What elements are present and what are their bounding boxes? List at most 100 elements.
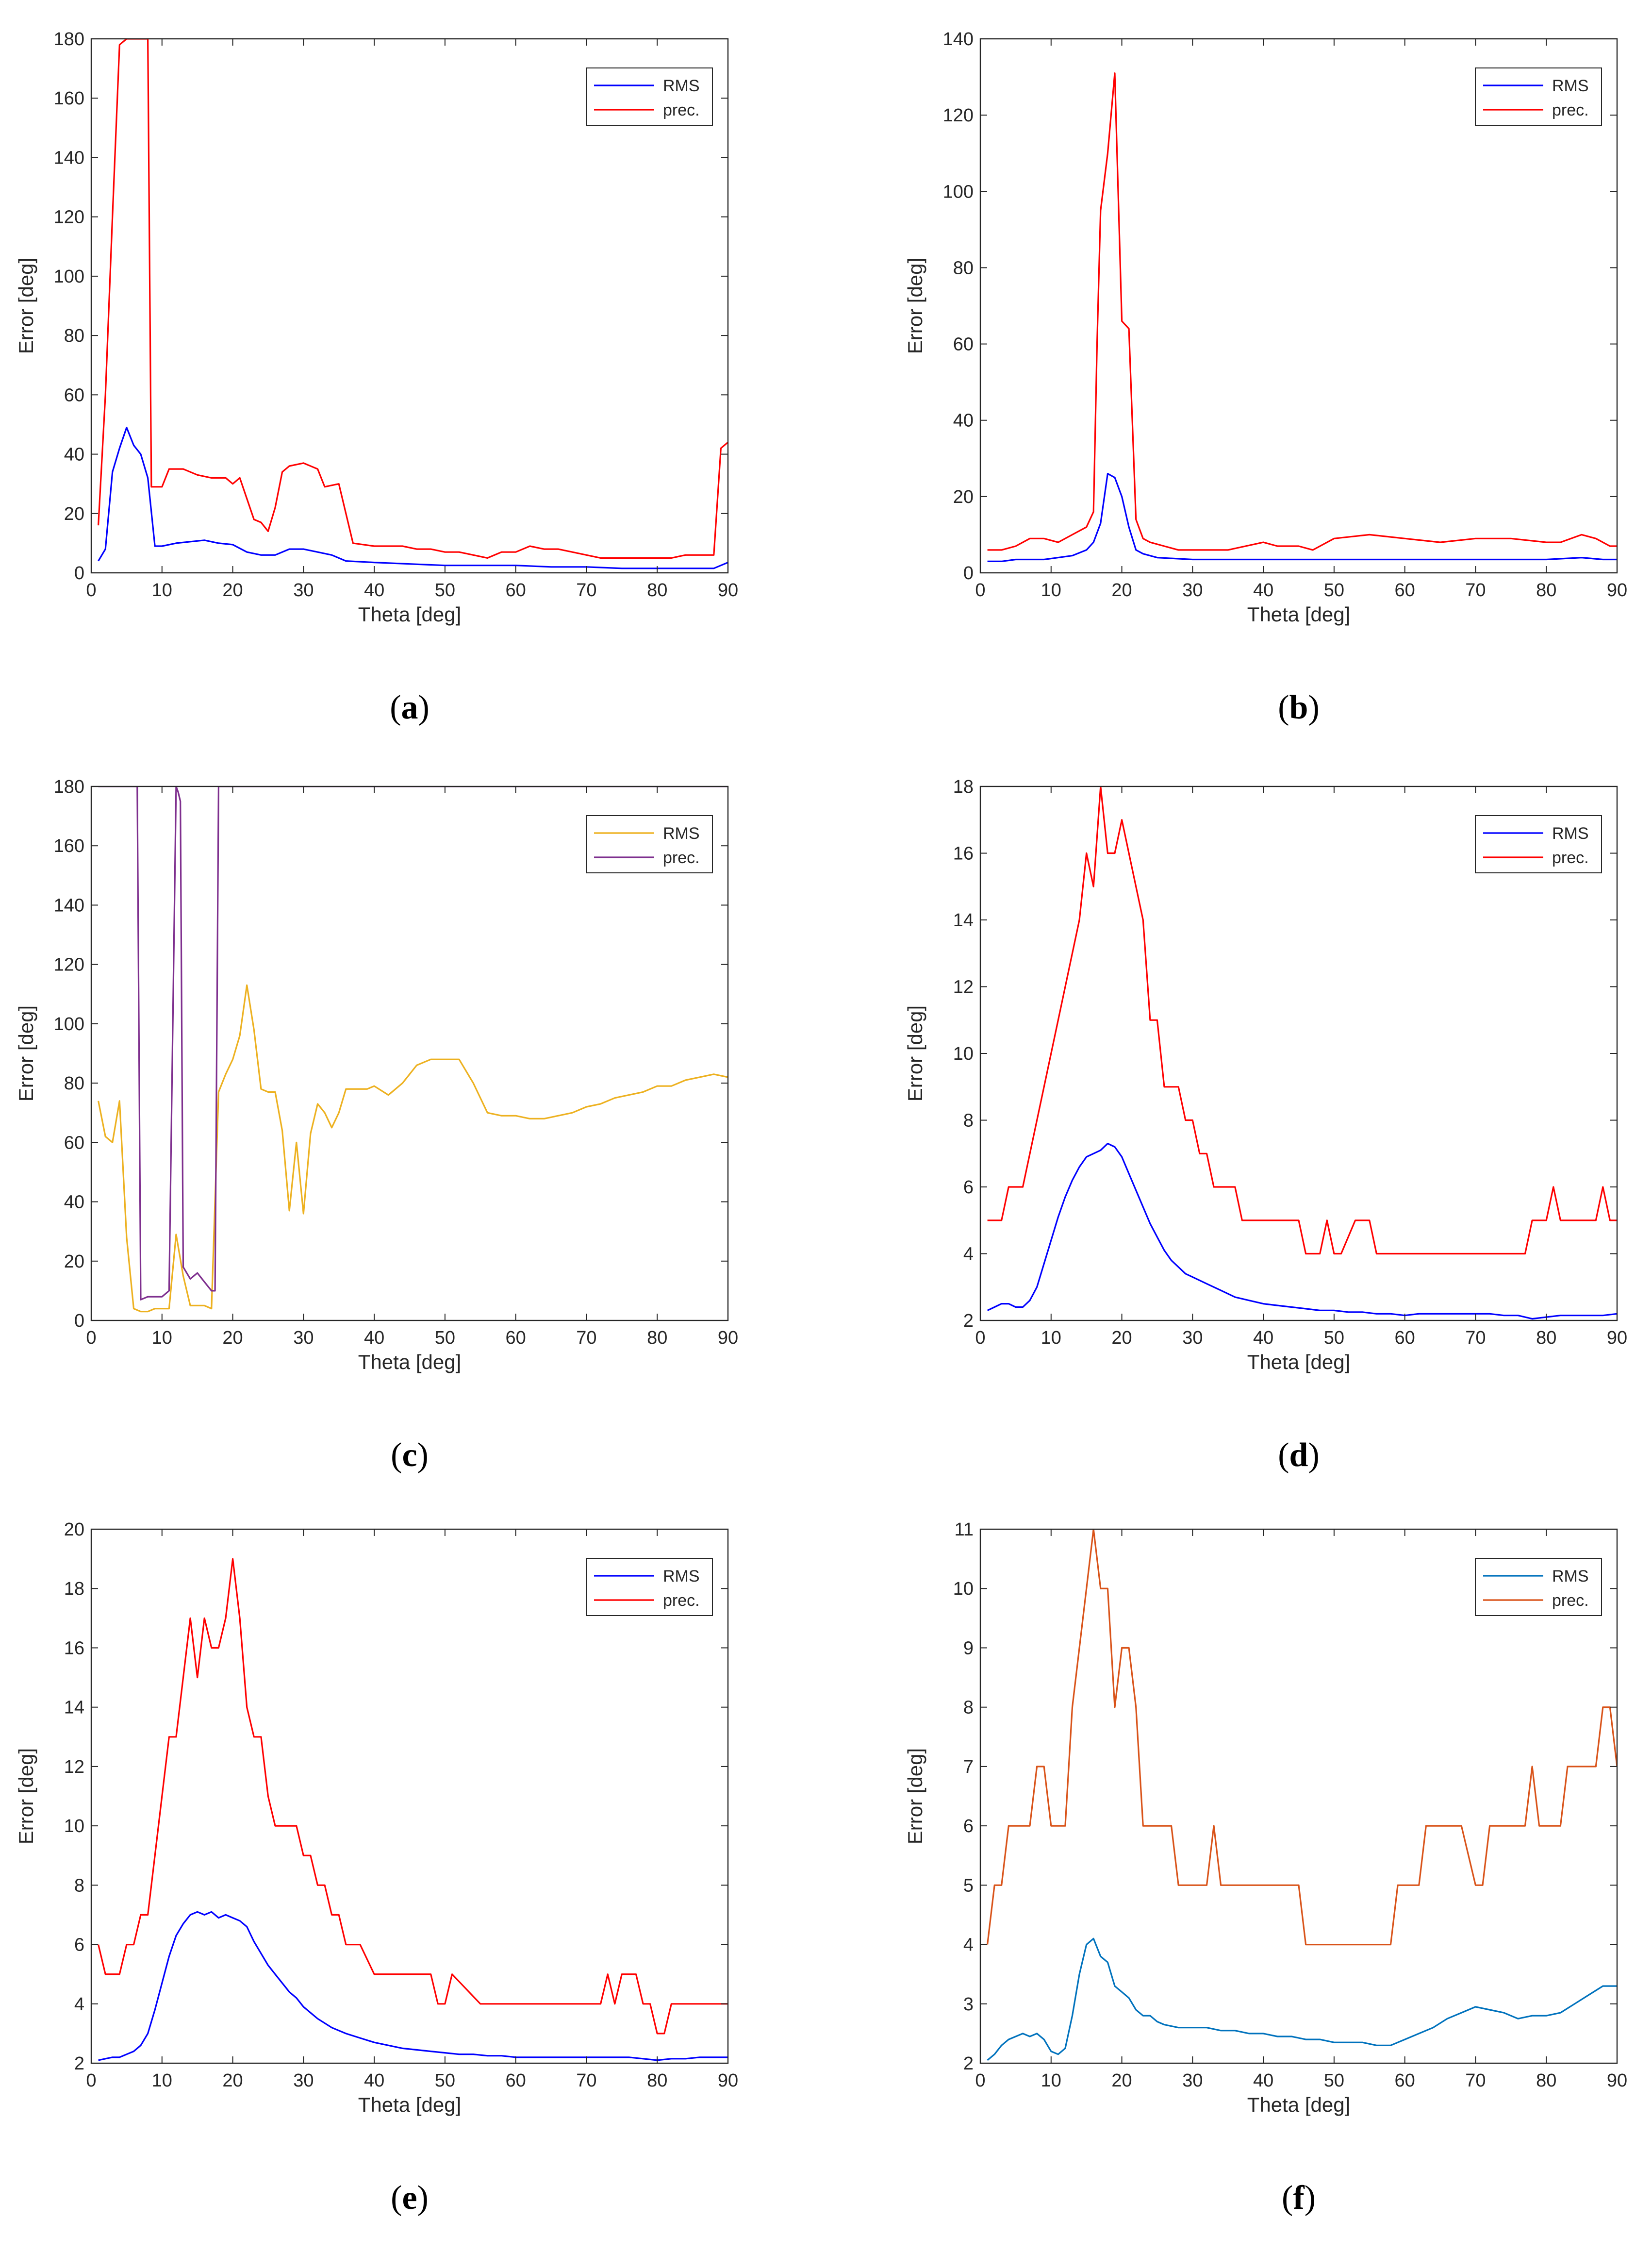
- x-tick-label: 90: [718, 580, 738, 601]
- x-tick-label: 50: [1324, 1328, 1344, 1348]
- y-tick-label: 6: [74, 1935, 84, 1955]
- legend: RMS prec.: [1475, 1558, 1602, 1616]
- x-tick-label: 70: [1465, 2070, 1486, 2091]
- series-line-prec: [98, 1558, 728, 2035]
- x-tick-label: 90: [1607, 1328, 1627, 1348]
- x-tick-label: 10: [1041, 580, 1061, 601]
- legend-entry: prec.: [663, 1591, 700, 1610]
- y-tick-label: 4: [963, 1244, 974, 1265]
- y-tick-label: 100: [943, 182, 974, 202]
- y-tick-label: 40: [64, 445, 84, 465]
- panel-caption: (f): [1282, 2179, 1316, 2217]
- y-tick-label: 20: [64, 1252, 84, 1272]
- y-tick-label: 100: [54, 1014, 84, 1035]
- y-tick-label: 18: [953, 777, 974, 797]
- y-axis-label: Error [deg]: [904, 1748, 926, 1844]
- series-line-rms: [98, 426, 728, 569]
- series-line-prec: [98, 786, 728, 1301]
- y-tick-label: 140: [54, 148, 84, 168]
- x-tick-label: 60: [1395, 580, 1415, 601]
- x-tick-label: 80: [1536, 2070, 1556, 2091]
- legend-entry: RMS: [663, 77, 700, 95]
- x-tick-label: 30: [293, 1328, 314, 1348]
- y-axis-label: Error [deg]: [904, 258, 926, 354]
- panel-caption: (d): [1278, 1436, 1320, 1474]
- legend: RMS prec.: [1475, 67, 1602, 126]
- y-tick-label: 16: [953, 844, 974, 864]
- x-tick-label: 20: [222, 580, 243, 601]
- x-tick-label: 60: [506, 2070, 526, 2091]
- x-tick-label: 0: [86, 1328, 96, 1348]
- x-tick-label: 30: [1182, 2070, 1203, 2091]
- x-tick-label: 70: [576, 580, 596, 601]
- y-axis-label: Error [deg]: [15, 1005, 37, 1101]
- y-tick-label: 0: [963, 563, 974, 584]
- chart-3: 0 10 20 30 40 50 60 70 80 90 0 20 40 60 80 100 120 140 160…: [15, 777, 738, 1474]
- y-tick-label: 12: [953, 977, 974, 998]
- y-tick-label: 8: [74, 1875, 84, 1896]
- legend-entry: RMS: [1552, 1567, 1589, 1585]
- x-tick-label: 10: [1041, 2070, 1061, 2091]
- x-tick-label: 60: [506, 1328, 526, 1348]
- chart-2: 0 10 20 30 40 50 60 70 80 90 0 20 40 60 80 100 120 140 The…: [904, 29, 1627, 726]
- x-tick-label: 20: [222, 1328, 243, 1348]
- series-line-prec: [987, 786, 1617, 1255]
- y-tick-label: 14: [64, 1698, 84, 1718]
- x-tick-label: 40: [1253, 580, 1273, 601]
- y-tick-label: 100: [54, 267, 84, 287]
- y-tick-label: 80: [64, 326, 84, 346]
- legend: RMS prec.: [1475, 815, 1602, 873]
- y-tick-label: 80: [953, 258, 974, 278]
- y-axis-label: Error [deg]: [15, 1748, 37, 1844]
- panel-caption: (b): [1278, 689, 1320, 726]
- y-tick-label: 0: [74, 563, 84, 584]
- y-tick-label: 120: [54, 955, 84, 975]
- y-tick-label: 10: [953, 1044, 974, 1064]
- x-tick-label: 20: [1111, 580, 1132, 601]
- x-tick-label: 70: [1465, 1328, 1486, 1348]
- y-tick-label: 60: [64, 385, 84, 405]
- plot-frame: [90, 38, 729, 574]
- x-tick-label: 30: [1182, 1328, 1203, 1348]
- y-tick-label: 60: [953, 334, 974, 355]
- chart-4: 0 10 20 30 40 50 60 70 80 90 2 4 6 8 10 12 14 16 18 Theta […: [904, 777, 1627, 1474]
- chart-6: 0 10 20 30 40 50 60 70 80 90 2 3 4 5 6 7 8 9 10 11 Theta [de…: [904, 1519, 1627, 2217]
- y-tick-label: 7: [963, 1757, 974, 1777]
- series-line-rms: [98, 1911, 728, 2061]
- y-tick-label: 14: [953, 910, 974, 931]
- y-tick-label: 4: [74, 1994, 84, 2015]
- legend-box: [1475, 1558, 1602, 1616]
- x-axis-label: Theta [deg]: [1247, 1351, 1350, 1373]
- y-tick-label: 2: [963, 2053, 974, 2074]
- y-axis-label: Error [deg]: [904, 1005, 926, 1101]
- series-line-rms: [98, 984, 728, 1313]
- x-tick-label: 30: [1182, 580, 1203, 601]
- legend-entry: RMS: [1552, 77, 1589, 95]
- x-tick-label: 80: [1536, 1328, 1556, 1348]
- x-tick-label: 90: [718, 2070, 738, 2091]
- x-tick-label: 80: [647, 1328, 667, 1348]
- legend-entry: RMS: [663, 1567, 700, 1585]
- y-tick-label: 40: [64, 1192, 84, 1213]
- x-axis-label: Theta [deg]: [358, 1351, 461, 1373]
- y-tick-label: 11: [955, 1519, 974, 1540]
- plot-frame: [90, 1528, 729, 2064]
- legend-entry: prec.: [663, 849, 700, 867]
- x-tick-label: 0: [86, 2070, 96, 2091]
- x-axis-label: Theta [deg]: [1247, 2093, 1350, 2116]
- y-tick-label: 10: [953, 1579, 974, 1599]
- y-tick-label: 40: [953, 411, 974, 431]
- y-tick-label: 120: [943, 105, 974, 126]
- series-line-rms: [987, 1143, 1617, 1320]
- x-tick-label: 30: [293, 2070, 314, 2091]
- legend-entry: prec.: [1552, 1591, 1589, 1610]
- y-tick-label: 6: [963, 1816, 974, 1836]
- y-tick-label: 18: [64, 1579, 84, 1599]
- panel-caption: (c): [391, 1436, 429, 1474]
- x-axis-label: Theta [deg]: [358, 2093, 461, 2116]
- y-tick-label: 140: [54, 895, 84, 916]
- x-tick-label: 50: [1324, 2070, 1344, 2091]
- legend: RMS prec.: [586, 1558, 713, 1616]
- chart-5: 0 10 20 30 40 50 60 70 80 90 2 4 6 8 10 12 14 16 18 20 Theta…: [15, 1519, 738, 2217]
